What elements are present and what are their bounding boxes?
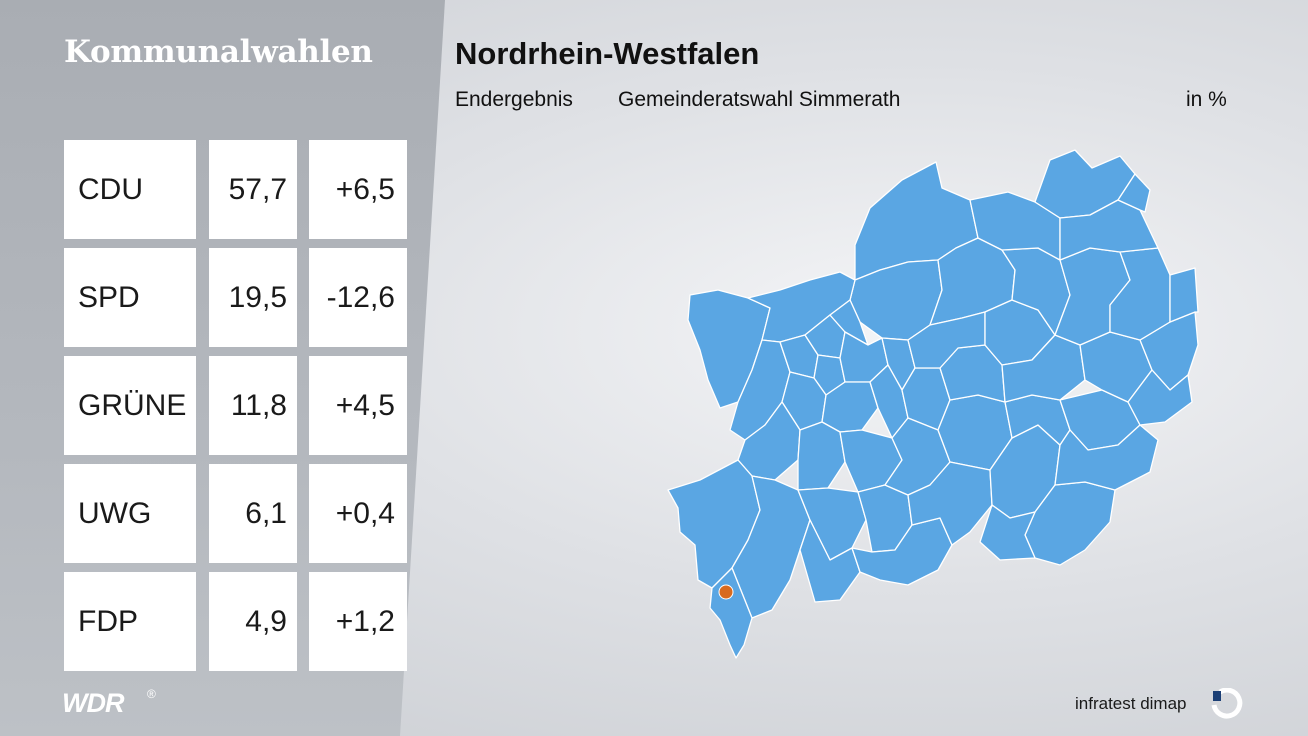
map-region <box>797 421 846 491</box>
map-region <box>1117 173 1151 213</box>
map-region <box>979 504 1036 561</box>
party-name: GRÜNE <box>64 356 196 455</box>
map-region <box>1169 267 1199 323</box>
vote-share: 4,9 <box>209 572 297 671</box>
result-label: Endergebnis <box>455 88 573 111</box>
broadcaster-logo: WDR <box>62 688 124 718</box>
party-name: SPD <box>64 248 196 347</box>
map-region <box>829 299 869 346</box>
map-region <box>907 461 993 546</box>
vote-share: 19,5 <box>209 248 297 347</box>
map-region <box>1054 424 1159 491</box>
map-region <box>799 519 861 603</box>
page-title: Nordrhein-Westfalen <box>455 36 760 71</box>
party-name: UWG <box>64 464 196 563</box>
map-region <box>1127 369 1193 426</box>
vote-share: 6,1 <box>209 464 297 563</box>
map-region <box>1109 247 1171 341</box>
map-region <box>851 517 953 586</box>
party-name: FDP <box>64 572 196 671</box>
map-regions <box>667 149 1199 659</box>
registered-mark: ® <box>147 687 156 701</box>
map-region <box>731 475 811 619</box>
pollster-label: infratest dimap <box>1075 694 1187 713</box>
vote-change: +6,5 <box>309 140 407 239</box>
vote-share: 11,8 <box>209 356 297 455</box>
unit-label: in % <box>1186 88 1227 111</box>
highlight-marker <box>718 584 734 600</box>
map-region <box>1059 199 1159 261</box>
vote-change: +1,2 <box>309 572 407 671</box>
pollster-logo-icon <box>1211 688 1243 719</box>
brand-title: Kommunalwahlen <box>64 34 373 70</box>
party-name: CDU <box>64 140 196 239</box>
vote-change: +4,5 <box>309 356 407 455</box>
vote-share: 57,7 <box>209 140 297 239</box>
vote-change: -12,6 <box>309 248 407 347</box>
vote-change: +0,4 <box>309 464 407 563</box>
nrw-map <box>667 149 1199 659</box>
election-label: Gemeinderatswahl Simmerath <box>618 88 901 111</box>
